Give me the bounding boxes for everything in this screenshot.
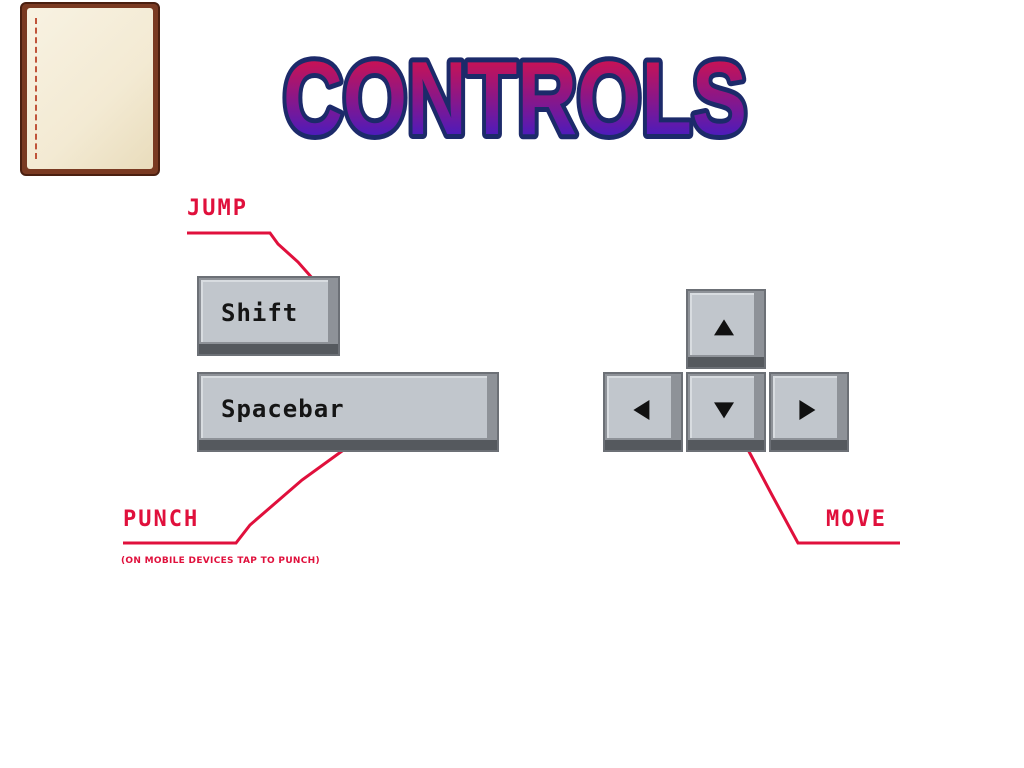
spacebar-key[interactable]: Spacebar: [197, 372, 499, 452]
shift-key[interactable]: Shift: [197, 276, 340, 356]
notebook-icon[interactable]: [20, 2, 160, 176]
jump-callout-line: [187, 231, 315, 280]
arrow-left-icon: [633, 400, 650, 420]
spacebar-key-base: [199, 440, 497, 450]
shift-key-label: Shift: [221, 299, 299, 328]
title-outline: CONTROLS: [283, 48, 747, 148]
notebook-stitch: [35, 18, 37, 159]
arrow-down-icon: [714, 402, 734, 419]
shift-key-face: [201, 280, 328, 342]
right-arrow-key-base: [771, 440, 847, 450]
up-arrow-key[interactable]: [686, 289, 766, 369]
left-arrow-key-face: [607, 376, 671, 438]
left-arrow-key-base: [605, 440, 681, 450]
move-label: MOVE: [826, 507, 887, 532]
down-arrow-key-base: [688, 440, 764, 450]
left-arrow-key[interactable]: [603, 372, 683, 452]
page-title: CONTROLS CONTROLS: [270, 48, 760, 148]
punch-note: (ON MOBILE DEVICES TAP TO PUNCH): [121, 556, 320, 566]
arrow-right-icon: [799, 400, 816, 420]
notebook-page: [27, 8, 153, 169]
spacebar-key-face: [201, 376, 487, 438]
right-arrow-key[interactable]: [769, 372, 849, 452]
up-arrow-key-base: [688, 357, 764, 367]
down-arrow-key-face: [690, 376, 754, 438]
title-text: CONTROLS: [283, 48, 747, 148]
arrow-up-icon: [714, 319, 734, 336]
shift-key-base: [199, 344, 338, 354]
spacebar-key-label: Spacebar: [221, 395, 345, 424]
punch-label: PUNCH: [123, 507, 200, 532]
down-arrow-key[interactable]: [686, 372, 766, 452]
jump-label: JUMP: [187, 196, 248, 221]
